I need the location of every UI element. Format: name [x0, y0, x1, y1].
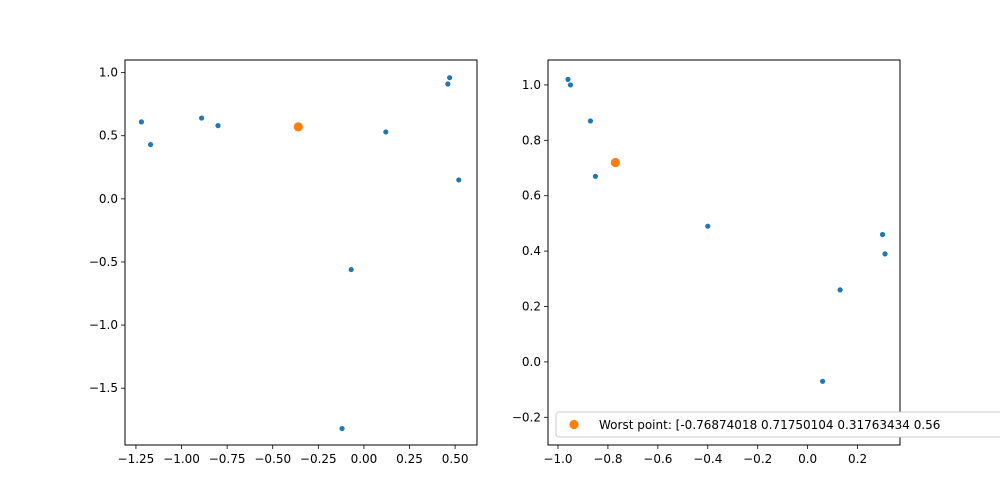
y-tick-label: 1.0 — [522, 78, 541, 92]
legend-marker — [569, 419, 579, 430]
scatter-point-s0-p0 — [138, 119, 145, 125]
y-tick-label: 0.4 — [522, 244, 541, 258]
x-tick-label: 0.00 — [351, 452, 378, 466]
axes-frame — [547, 59, 901, 446]
x-tick-label: −1.00 — [163, 452, 200, 466]
legend: Worst point: [-0.76874018 0.71750104 0.3… — [555, 411, 1000, 438]
scatter-point-s0-p2 — [199, 115, 205, 121]
scatter-point-s0-p8 — [820, 378, 826, 384]
scatter-point-s0-p3 — [592, 173, 599, 179]
scatter-point-s0-p2 — [587, 118, 594, 124]
legend-label: Worst point: [-0.76874018 0.71750104 0.3… — [599, 418, 940, 432]
y-tick-label: 0.2 — [522, 300, 541, 314]
scatter-point-s0-p4 — [705, 223, 711, 229]
y-tick-label: 0.5 — [99, 129, 118, 143]
x-tick-label: −0.2 — [743, 452, 772, 466]
scatter-point-s0-p8 — [348, 266, 354, 273]
x-tick-label: 0.2 — [848, 452, 867, 466]
x-tick-label: −0.50 — [254, 452, 291, 466]
x-tick-label: −0.25 — [300, 452, 337, 466]
x-tick-label: 0.0 — [798, 452, 817, 466]
scatter-point-s1-p0 — [610, 157, 621, 168]
x-tick-label: 0.25 — [396, 452, 423, 466]
x-tick-label: 0.50 — [442, 452, 469, 466]
axes-frame — [124, 59, 478, 446]
y-tick-label: −1.5 — [89, 381, 118, 395]
right-scatter-panel: −1.0 −0.8 −0.6 −0.4 −0.2 0.0 0.2 −0.2 0.0 0.2 0.4 0… — [512, 59, 1000, 466]
y-tick-label: 0.0 — [522, 355, 541, 369]
scatter-point-s0-p1 — [567, 82, 574, 88]
y-tick-label: 0.8 — [522, 133, 541, 147]
y-tick-label: −0.5 — [89, 255, 118, 269]
x-tick-label: −0.8 — [593, 452, 622, 466]
scatter-point-s0-p9 — [339, 425, 345, 432]
scatter-point-s0-p7 — [456, 177, 462, 183]
x-tick-label: −1.0 — [543, 452, 572, 466]
y-tick-label: 0.0 — [99, 192, 118, 206]
legend-box — [555, 411, 1000, 438]
left-scatter-panel: −1.25 −1.00 −0.75 −0.50 −0.25 0.00 0.25 0.50 −1.… — [89, 59, 478, 466]
scatter-point-s0-p1 — [147, 141, 154, 148]
scatter-point-s0-p6 — [447, 75, 453, 81]
scatter-point-s0-p5 — [445, 81, 451, 87]
y-tick-label: 1.0 — [99, 66, 118, 80]
scatter-point-s0-p3 — [215, 123, 221, 129]
x-tick-label: −0.6 — [643, 452, 672, 466]
y-tick-label: −1.0 — [89, 318, 118, 332]
scatter-point-s0-p4 — [383, 129, 389, 135]
scatter-point-s0-p5 — [879, 231, 886, 238]
y-tick-label: 0.6 — [522, 189, 541, 203]
scatter-point-s0-p0 — [565, 76, 571, 82]
scatter-point-s1-p0 — [293, 122, 303, 132]
scatter-point-s0-p7 — [837, 287, 843, 293]
x-tick-label: −1.25 — [118, 452, 155, 466]
y-tick-label: −0.2 — [512, 410, 541, 424]
x-tick-label: −0.75 — [209, 452, 246, 466]
scatter-point-s0-p6 — [882, 251, 888, 257]
x-tick-label: −0.4 — [693, 452, 722, 466]
